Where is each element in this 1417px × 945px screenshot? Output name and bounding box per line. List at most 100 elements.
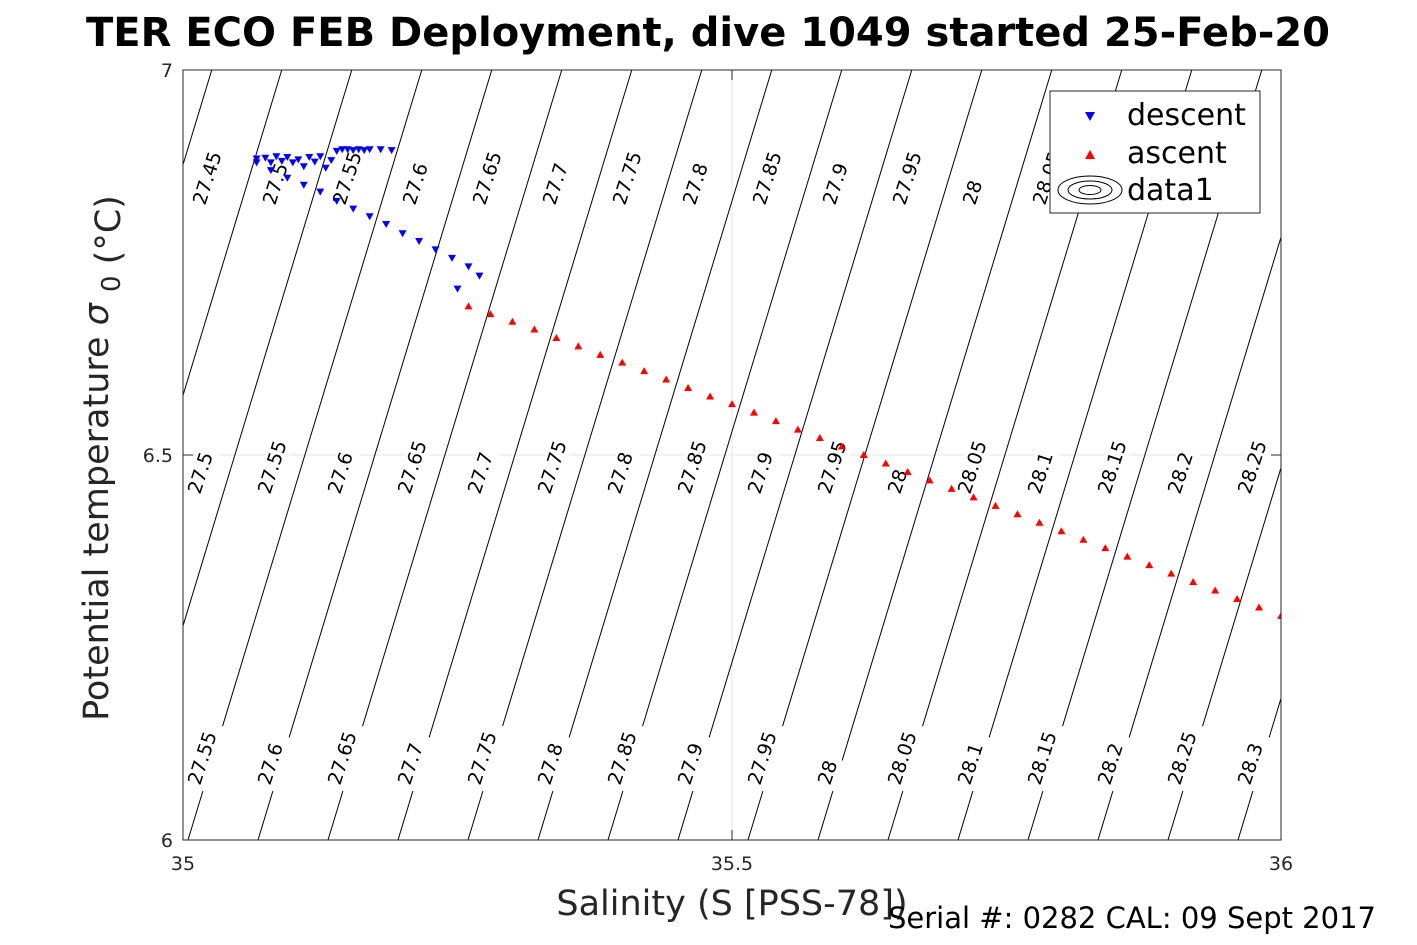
descent-point [382, 221, 391, 228]
ascent-point [1255, 603, 1264, 611]
contour-label-bg [1023, 720, 1066, 792]
descent-point [376, 146, 385, 154]
contour-label-bg [393, 731, 432, 792]
descent-point [266, 159, 275, 167]
grid-lines [183, 70, 1281, 840]
contour-label-bg [953, 731, 992, 792]
descent-point [266, 167, 275, 175]
y-axis-unit: (°C) [89, 195, 129, 264]
contour-label-bg [958, 174, 990, 212]
contour-labels: 27.45 27.5 27.55 27.6 27.65 27.7 27.75 27.8 27.8… [183, 140, 1276, 792]
ascent-point [486, 310, 495, 318]
descent-point [283, 154, 292, 162]
ascent-point [793, 425, 802, 433]
contour-label-bg [323, 440, 362, 501]
ascent-point [771, 417, 780, 425]
isopycnal-line [467, 70, 703, 840]
contour-label-bg [748, 140, 791, 212]
y-tick-label: 7 [161, 60, 173, 82]
ascent-point [1189, 578, 1198, 586]
descent-point [332, 197, 341, 205]
descent-point [261, 154, 270, 162]
descent-point [316, 153, 325, 161]
contour-label-bg [183, 720, 226, 792]
descent-point [299, 181, 308, 189]
ascent-point [969, 493, 978, 501]
contour-label-bg [398, 151, 437, 212]
ascent-point [640, 367, 649, 375]
isopycnal-line [1167, 466, 1281, 840]
descent-point [354, 146, 363, 154]
descent-point [343, 146, 352, 154]
contour-label: 27.7 [538, 151, 577, 212]
descent-point [332, 147, 341, 155]
isopycnal-line [607, 70, 843, 840]
legend-contour-marker [1057, 175, 1123, 205]
serial-calibration-note: Serial #: 0282 CAL: 09 Sept 2017 [888, 901, 1376, 935]
contour-label-bg [1163, 440, 1202, 501]
descent-point [310, 158, 319, 166]
legend-ascent-label: ascent [1127, 136, 1227, 171]
ascent-point [859, 451, 868, 458]
descent-point [387, 147, 396, 155]
isopycnal-line [537, 70, 773, 840]
ascent-point [464, 302, 473, 310]
axis-ticks: 35 35.5 36 6 6.5 7 [143, 60, 1293, 875]
contour-label-bg [188, 140, 231, 212]
ascent-point [1101, 544, 1110, 552]
contour-label-bg [743, 720, 786, 792]
ascent-point [881, 459, 890, 467]
y-axis-label-text: Potential temperature [77, 336, 117, 720]
ascent-point [837, 442, 846, 450]
isopycnal-line [1237, 696, 1281, 840]
legend-box [1049, 90, 1261, 214]
descent-point [294, 156, 303, 164]
isopycnal-line [327, 70, 563, 840]
descent-point [272, 153, 281, 161]
descent-point [453, 285, 462, 293]
contour-label-bg [673, 429, 716, 501]
descent-point [475, 272, 484, 280]
contour-label-bg [393, 429, 436, 501]
ascent-point [574, 342, 583, 350]
legend: descent ascent data1 [1049, 90, 1261, 214]
ascent-point [1211, 586, 1220, 594]
sigma-subscript: 0 [97, 275, 127, 292]
ascent-point [552, 333, 561, 341]
isopycnal-line [0, 70, 2, 840]
sigma-symbol: σ [77, 301, 117, 325]
contour-label-bg [1233, 731, 1272, 792]
isopycnal-line [0, 70, 72, 840]
contour-label-bg [818, 151, 857, 212]
y-tick-label: 6 [161, 830, 173, 852]
descent-point [448, 254, 457, 262]
ascent-point [706, 392, 715, 400]
contour-label-bg [673, 731, 712, 792]
contour-label-bg [888, 140, 931, 212]
contour-label-bg [463, 720, 506, 792]
descent-point [431, 246, 440, 254]
ascent-point [749, 408, 758, 416]
ascent-point [991, 501, 1000, 509]
contour-label-bg [883, 720, 926, 792]
ascent-point [508, 317, 517, 325]
isopycnal-line [183, 70, 283, 398]
contour-label-bg [533, 731, 572, 792]
ascent-point [1145, 561, 1154, 569]
descent-point [283, 174, 292, 182]
ascent-point [662, 375, 671, 383]
descent-point [327, 157, 336, 165]
contour-label-bg [183, 440, 222, 501]
descent-point [349, 147, 358, 155]
contour-label-bg [678, 151, 717, 212]
ascent-point [947, 484, 956, 492]
ascent-point [1035, 518, 1044, 526]
contour-label-bg [608, 140, 651, 212]
ascent-point [1013, 510, 1022, 518]
isopycnal-line [1308, 70, 1417, 840]
descent-point [316, 188, 325, 196]
descent-point [398, 230, 407, 238]
data-series [252, 146, 1281, 619]
descent-point [305, 154, 314, 162]
x-tick-label: 35 [171, 853, 195, 875]
